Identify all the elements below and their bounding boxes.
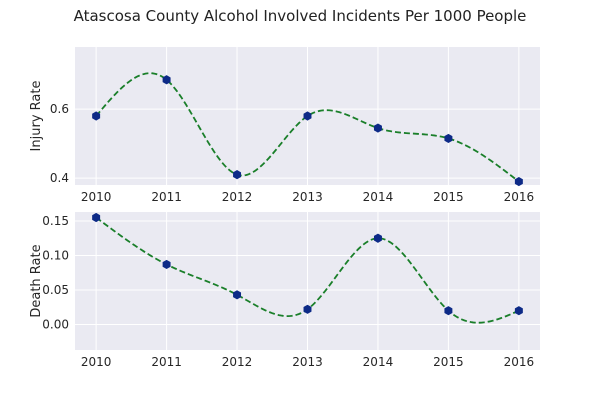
injury-data-point: [303, 111, 312, 121]
injury-data-point: [162, 75, 171, 85]
death-y-tick-label: 0.05: [42, 283, 69, 297]
death-data-point: [162, 259, 171, 270]
injury-data-point: [514, 176, 523, 187]
injury-y-axis-label: Injury Rate: [29, 81, 44, 152]
death-x-tick-label: 2010: [81, 355, 112, 369]
death-data-point: [92, 212, 101, 223]
injury-rate-subplot: 2010 2011 2012 2013 2014 2015 2016 0.4 0.6 Injury…: [29, 47, 540, 204]
death-x-tick-label: 2013: [292, 355, 323, 369]
injury-x-tick-label: 2010: [81, 190, 112, 204]
death-data-point: [514, 306, 523, 316]
death-data-point: [233, 290, 242, 300]
injury-x-tick-label: 2016: [504, 190, 535, 204]
death-x-tick-label: 2014: [363, 355, 394, 369]
injury-x-tick-label: 2013: [292, 190, 323, 204]
injury-x-tick-label: 2015: [433, 190, 464, 204]
death-x-tick-label: 2011: [151, 355, 182, 369]
chart-title: Atascosa County Alcohol Involved Inciden…: [74, 7, 527, 25]
injury-x-tick-label: 2014: [363, 190, 394, 204]
injury-x-tick-label: 2012: [222, 190, 253, 204]
injury-data-point: [373, 123, 382, 133]
injury-y-tick-label: 0.4: [50, 171, 69, 185]
injury-x-tick-label: 2011: [151, 190, 182, 204]
death-x-tick-label: 2012: [222, 355, 253, 369]
death-data-point: [303, 304, 312, 314]
injury-data-point: [444, 133, 453, 144]
death-y-axis-label: Death Rate: [29, 244, 44, 317]
death-x-tick-label: 2015: [433, 355, 464, 369]
death-y-tick-label: 0.00: [42, 317, 69, 331]
death-rate-subplot: 2010 2011 2012 2013 2014 2015 2016 0.00 0.05 0.10…: [29, 212, 540, 369]
death-y-tick-label: 0.15: [42, 214, 69, 228]
death-data-point: [373, 233, 382, 243]
death-y-tick-label: 0.10: [42, 248, 69, 262]
injury-data-point: [92, 111, 101, 121]
death-data-point: [444, 306, 453, 316]
injury-data-point: [233, 170, 242, 180]
injury-y-tick-label: 0.6: [50, 102, 69, 116]
death-x-tick-label: 2016: [504, 355, 535, 369]
